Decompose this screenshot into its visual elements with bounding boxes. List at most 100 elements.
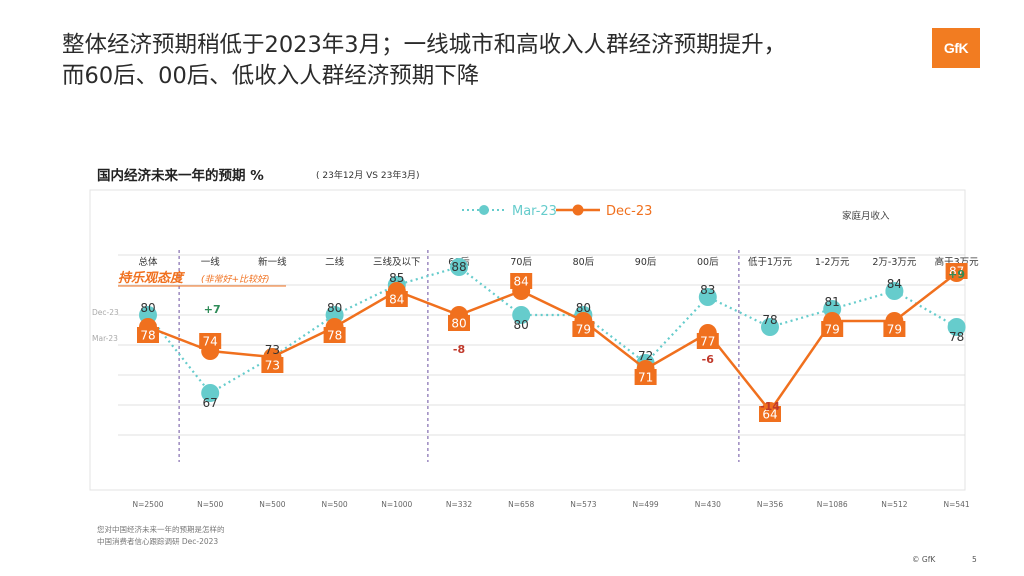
data-label-dec: 73	[265, 359, 280, 373]
chart-subtitle: ( 23年12月 VS 23年3月)	[316, 171, 420, 181]
category-label: 一线	[201, 256, 221, 268]
data-label-mar: 80	[514, 318, 529, 332]
row-label-dec: Dec-23	[92, 308, 119, 317]
category-label: 1-2万元	[815, 257, 850, 268]
metric-note: (非常好+比较好)	[201, 274, 270, 285]
data-label-dec: 84	[389, 293, 404, 307]
series-line-dec	[147, 272, 958, 414]
legend-label-mar: Mar-23	[512, 204, 557, 219]
copyright: © GfK	[912, 555, 936, 564]
data-label-box-dec	[510, 273, 533, 289]
data-label-mar: 84	[887, 277, 902, 291]
sample-size-label: N=512	[881, 500, 907, 509]
point-mar	[450, 258, 468, 276]
diff-label: -14	[760, 400, 780, 413]
metric-label: 持乐观态度	[118, 270, 186, 286]
page-number: 5	[972, 555, 977, 564]
category-label: 二线	[325, 256, 345, 268]
data-label-mar: 72	[638, 349, 653, 363]
footnote-source: 中国消费者信心跟踪调研 Dec-2023	[97, 537, 219, 546]
data-label-box-dec	[883, 321, 906, 337]
data-label-mar: 85	[389, 271, 404, 285]
data-label-mar: 80	[327, 301, 342, 315]
plot-frame	[89, 189, 966, 491]
data-label-box-dec	[696, 333, 719, 349]
data-label-box-dec	[261, 357, 284, 373]
data-label-dec: 77	[700, 335, 715, 349]
data-label-mar: 83	[700, 283, 715, 297]
data-label-dec: 74	[203, 335, 218, 349]
data-label-mar: 80	[576, 301, 591, 315]
data-label-box-dec	[323, 327, 346, 343]
point-mar	[512, 306, 531, 324]
legend-marker-dec	[572, 204, 584, 216]
chart-title: 国内经济未来一年的预期 %	[97, 168, 264, 184]
data-label-mar: 67	[203, 396, 218, 410]
data-label-box-dec	[385, 291, 408, 307]
data-label-box-dec	[945, 263, 968, 279]
title-line-2: 而60后、00后、低收入人群经济预期下降	[62, 63, 480, 89]
data-label-box-dec	[137, 327, 159, 343]
category-label: 80后	[573, 257, 595, 268]
data-label-mar: 81	[825, 295, 840, 309]
sample-size-label: N=499	[632, 500, 658, 509]
data-label-mar: 80	[140, 301, 155, 315]
point-mar	[885, 282, 904, 300]
income-group-label: 家庭月收入	[842, 210, 890, 222]
sample-size-label: N=356	[757, 500, 783, 509]
data-label-dec: 64	[762, 408, 777, 422]
point-mar	[201, 384, 220, 402]
footnote-question: 您对中国经济未来一年的预期是怎样的	[97, 525, 225, 534]
legend-marker-mar	[479, 205, 489, 215]
diff-label: +9	[948, 268, 965, 281]
data-label-dec: 78	[327, 329, 342, 343]
sample-size-label: N=500	[259, 500, 285, 509]
data-label-dec: 79	[887, 323, 902, 337]
data-label-mar: 88	[451, 260, 466, 274]
category-label: 总体	[138, 256, 158, 268]
data-label-dec: 80	[451, 317, 466, 331]
gfk-logo: GfK	[932, 28, 980, 68]
sample-size-label: N=573	[570, 500, 596, 509]
data-label-mar: 78	[949, 330, 964, 344]
row-label-mar: Mar-23	[92, 334, 118, 343]
page-title: 整体经济预期稍低于2023年3月；一线城市和高收入人群经济预期提升， 而60后、…	[62, 30, 922, 92]
diff-label: +7	[204, 303, 221, 316]
sample-size-label: N=658	[508, 500, 534, 509]
data-label-dec: 71	[638, 371, 653, 385]
category-label: 2万-3万元	[872, 257, 917, 268]
diff-label: -8	[453, 343, 465, 356]
category-label: 90后	[635, 257, 657, 268]
diff-label: -6	[702, 353, 715, 366]
data-label-box-dec	[821, 321, 844, 337]
category-label: 00后	[697, 257, 719, 268]
category-label: 新一线	[258, 256, 287, 268]
data-label-box-dec	[199, 333, 222, 349]
data-label-box-dec	[572, 321, 595, 337]
sample-size-label: N=430	[695, 500, 721, 509]
data-label-box-dec	[634, 369, 657, 385]
category-label: 低于1万元	[748, 256, 793, 268]
sample-size-label: N=1000	[381, 500, 412, 509]
data-label-mar: 78	[762, 313, 777, 327]
data-label-dec: 78	[140, 329, 155, 343]
sample-size-label: N=2500	[133, 500, 164, 509]
sample-size-label: N=500	[197, 500, 223, 509]
title-line-1: 整体经济预期稍低于2023年3月；一线城市和高收入人群经济预期提升，	[62, 32, 787, 58]
data-label-box-dec	[759, 406, 781, 422]
series-line-mar	[147, 265, 958, 395]
category-label: 三线及以下	[373, 256, 421, 268]
point-mar	[947, 318, 966, 336]
point-mar	[761, 318, 779, 336]
sample-size-label: N=332	[446, 500, 472, 509]
data-label-mar: 73	[265, 343, 280, 357]
data-label-dec: 87	[949, 265, 964, 279]
data-label-box-dec	[448, 315, 470, 331]
data-label-dec: 79	[576, 323, 591, 337]
sample-size-label: N=500	[321, 500, 347, 509]
data-label-dec: 84	[514, 275, 529, 289]
legend-label-dec: Dec-23	[606, 204, 652, 219]
data-label-dec: 79	[825, 323, 840, 337]
sample-size-label: N=1086	[817, 500, 848, 509]
